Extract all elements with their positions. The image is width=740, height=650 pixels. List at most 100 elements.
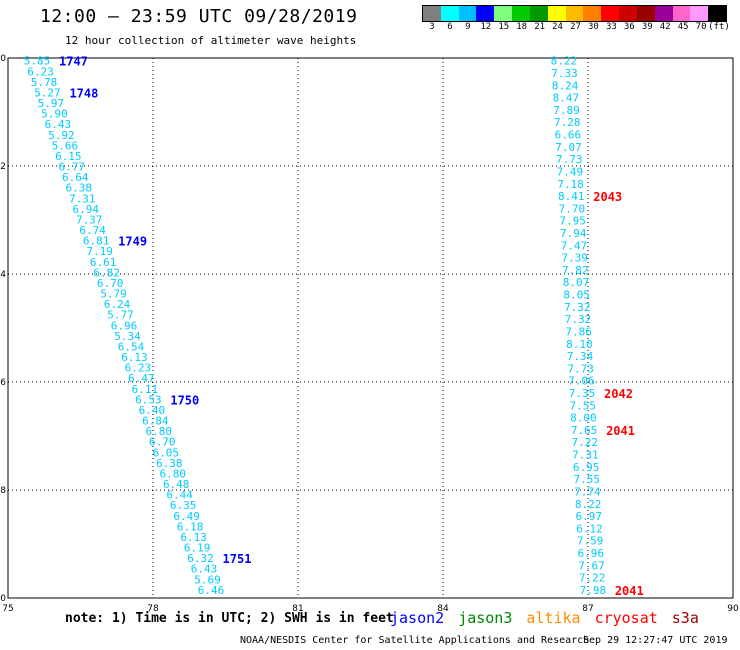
- color-scale-label: 15: [498, 22, 510, 32]
- wave-height-value: 6.80: [159, 467, 186, 480]
- wave-height-value: 5.90: [41, 108, 68, 121]
- x-tick-label: 78: [147, 604, 159, 614]
- color-swatch: [672, 6, 691, 21]
- wave-height-value: 8.00: [570, 412, 597, 425]
- wave-height-value: 6.19: [184, 542, 211, 555]
- generation-timestamp: Sep 29 12:27:47 UTC 2019: [583, 635, 728, 646]
- legend-cryosat: cryosat: [594, 609, 658, 627]
- wave-height-color-scale: [422, 5, 727, 22]
- legend-s3a: s3a: [671, 609, 699, 627]
- wave-height-value: 5.66: [52, 139, 79, 152]
- wave-height-value: 5.79: [100, 288, 127, 301]
- color-swatch: [529, 6, 548, 21]
- wave-height-value: 6.66: [555, 129, 582, 142]
- wave-height-value: 6.15: [55, 150, 82, 163]
- wave-height-value: 8.07: [563, 276, 590, 289]
- legend-jason2: jason2: [390, 609, 445, 627]
- plot-frame: [7, 57, 734, 599]
- wave-height-value: 6.32: [187, 552, 214, 565]
- wave-height-value: 6.53: [135, 393, 162, 406]
- color-swatch: [440, 6, 459, 21]
- wave-height-value: 6.97: [576, 510, 603, 523]
- wave-height-value: 7.94: [560, 227, 587, 240]
- wave-height-value: 6.94: [72, 203, 99, 216]
- wave-height-value: 7.47: [561, 239, 588, 252]
- wave-height-value: 6.61: [90, 256, 117, 269]
- wave-height-value: 7.31: [572, 449, 599, 462]
- color-swatch: [583, 6, 602, 21]
- pass-time-label: 2041: [615, 584, 644, 598]
- wave-height-value: 7.73: [556, 153, 583, 166]
- y-tick-label: -6: [0, 378, 6, 388]
- credit-text: NOAA/NESDIS Center for Satellite Applica…: [240, 635, 590, 646]
- color-swatch: [423, 6, 441, 21]
- wave-height-value: 6.43: [45, 118, 72, 131]
- wave-height-value: 7.55: [574, 473, 601, 486]
- wave-height-value: 6.54: [118, 340, 145, 353]
- wave-height-value: 8.22: [551, 55, 578, 68]
- wave-height-value: 7.55: [569, 399, 596, 412]
- wave-height-value: 5.85: [24, 55, 51, 68]
- x-tick-label: 87: [582, 604, 593, 614]
- satellite-legend: jason2 jason3 altika cryosat s3a: [390, 609, 713, 627]
- wave-height-value: 6.84: [142, 415, 169, 428]
- color-scale-label: 9: [465, 22, 471, 32]
- color-swatch: [494, 6, 513, 21]
- wave-height-value: 6.23: [125, 362, 152, 375]
- wave-height-value: 7.89: [553, 104, 580, 117]
- wave-height-value: 6.35: [170, 499, 197, 512]
- wave-height-value: 7.07: [555, 141, 582, 154]
- wave-height-value: 5.34: [114, 330, 141, 343]
- pass-time-label: 2042: [604, 387, 633, 401]
- color-swatch: [601, 6, 620, 21]
- color-swatch: [547, 6, 566, 21]
- wave-height-value: 8.24: [552, 79, 579, 92]
- wave-height-value: 7.19: [86, 245, 113, 258]
- wave-height-value: 6.46: [198, 584, 225, 597]
- color-swatch: [654, 6, 673, 21]
- wave-height-value: 7.32: [564, 301, 591, 314]
- color-scale-label: 45: [677, 22, 689, 32]
- wave-height-value: 8.41: [558, 190, 585, 203]
- wave-height-value: 8.22: [575, 498, 602, 511]
- wave-height-value: 6.13: [121, 351, 148, 364]
- color-scale-label: 70: [695, 22, 707, 32]
- wave-height-value: 7.49: [557, 165, 584, 178]
- wave-height-value: 7.73: [567, 362, 594, 375]
- pass-time-label: 1749: [118, 235, 147, 249]
- color-scale-label: 27: [570, 22, 581, 32]
- page-title: 12:00 – 23:59 UTC 09/28/2019: [40, 6, 358, 27]
- legend-jason3: jason3: [458, 609, 513, 627]
- pass-time-label: 1751: [223, 552, 252, 566]
- color-swatch: [512, 6, 530, 21]
- y-tick-label: -8: [0, 486, 6, 496]
- color-scale-label: 21: [534, 22, 546, 32]
- wave-height-value: 6.18: [177, 520, 204, 533]
- wave-height-value: 7.67: [578, 559, 605, 572]
- color-swatch: [476, 6, 495, 21]
- color-scale-label: 39: [641, 22, 653, 32]
- wave-height-value: 7.22: [579, 572, 606, 585]
- color-scale-label: (ft): [708, 22, 730, 32]
- wave-height-value: 6.13: [180, 531, 207, 544]
- pass-time-label: 1748: [69, 86, 98, 100]
- legend-altika: altika: [526, 609, 581, 627]
- wave-height-value: 6.80: [146, 425, 173, 438]
- color-scale-labels: 3 6 9 12 15 18 21 24 27 30 33 36 39 42 45 70 (ft): [422, 22, 740, 34]
- wave-height-value: 7.39: [561, 252, 588, 265]
- wave-height-value: 6.70: [149, 436, 176, 449]
- wave-height-value: 6.70: [97, 277, 124, 290]
- color-swatch: [565, 6, 584, 21]
- wave-height-value: 7.22: [571, 436, 598, 449]
- wave-height-value: 6.24: [104, 298, 131, 311]
- wave-height-value: 6.96: [111, 319, 138, 332]
- color-scale-label: 24: [552, 22, 563, 32]
- y-tick-label: -4: [0, 270, 6, 280]
- wave-height-value: 8.47: [553, 92, 580, 105]
- wave-height-value: 6.05: [153, 446, 180, 459]
- wave-height-value: 6.44: [166, 489, 193, 502]
- wave-height-value: 7.82: [562, 264, 589, 277]
- color-swatch: [458, 6, 477, 21]
- pass-time-label: 1747: [59, 55, 88, 69]
